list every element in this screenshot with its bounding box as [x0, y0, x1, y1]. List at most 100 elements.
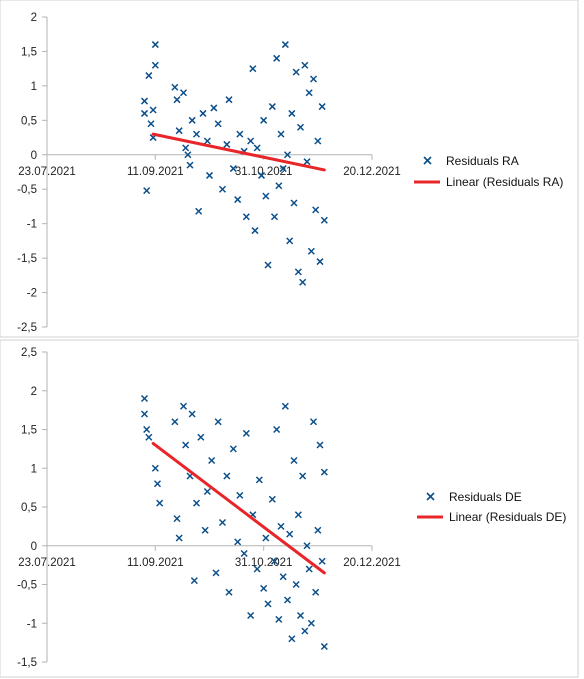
y-tick-label: -0,5	[17, 184, 37, 196]
data-point	[145, 72, 153, 80]
data-point	[309, 418, 318, 426]
data-point	[175, 127, 183, 135]
data-point	[218, 518, 227, 527]
data-point	[283, 151, 292, 159]
data-point	[143, 425, 151, 434]
data-point	[286, 237, 294, 245]
y-tick-label: -1	[27, 219, 37, 231]
legend-label-linear-ra: Linear (Residuals RA)	[446, 175, 563, 189]
data-point	[255, 476, 263, 484]
data-point	[242, 429, 250, 437]
data-point	[203, 137, 211, 145]
data-point	[203, 487, 211, 496]
data-point	[212, 569, 220, 577]
data-point	[140, 97, 149, 105]
data-point	[225, 96, 233, 104]
data-point	[151, 41, 159, 49]
data-point	[151, 61, 159, 69]
data-point	[286, 530, 294, 538]
data-point	[303, 158, 311, 166]
data-point	[309, 75, 318, 83]
legend-label-residuals-ra: Residuals RA	[446, 154, 519, 168]
data-point	[234, 196, 242, 204]
data-point	[279, 573, 287, 581]
data-point	[182, 441, 190, 449]
data-point	[218, 185, 227, 193]
y-tick-label: 1	[31, 81, 37, 93]
data-point	[312, 588, 320, 596]
data-point	[214, 418, 222, 426]
data-point	[205, 171, 214, 179]
data-point	[225, 588, 233, 596]
data-point	[283, 596, 292, 604]
data-point	[192, 499, 201, 507]
data-point	[264, 600, 272, 608]
data-point	[314, 526, 322, 534]
data-point	[275, 615, 283, 623]
data-point	[151, 464, 159, 472]
y-tick-label: -2	[27, 288, 37, 300]
data-point	[320, 642, 328, 651]
data-point	[288, 109, 296, 117]
data-point	[262, 534, 270, 542]
data-point	[268, 495, 276, 503]
trend-line	[151, 441, 326, 575]
data-point	[307, 619, 315, 627]
data-point	[140, 394, 149, 403]
data-point	[240, 549, 248, 558]
data-point	[275, 182, 283, 190]
data-point	[273, 54, 281, 62]
data-point	[251, 227, 259, 235]
data-point	[253, 565, 261, 573]
data-point	[290, 199, 298, 207]
trend-line	[151, 132, 326, 172]
y-tick-labels: 2,5 2 1,5 1 0,5 0 -0,5 -1 -1,5	[17, 347, 47, 669]
legend: Residuals DE Linear (Residuals DE)	[417, 490, 566, 524]
data-point	[223, 472, 231, 480]
data-point	[184, 151, 192, 159]
data-points	[140, 41, 328, 286]
data-point	[140, 109, 149, 117]
chart-frame	[0, 339, 579, 678]
trend-line-segment	[151, 441, 326, 575]
data-point	[234, 538, 242, 546]
y-tick-label: -1,5	[17, 253, 37, 265]
data-point	[318, 103, 326, 111]
data-point	[312, 206, 320, 214]
data-point	[277, 522, 285, 530]
data-point	[171, 83, 179, 91]
data-point	[249, 65, 257, 73]
data-point	[279, 165, 287, 173]
data-point	[260, 116, 268, 124]
data-point	[247, 137, 255, 145]
data-point	[195, 207, 203, 215]
data-point	[294, 268, 302, 276]
data-point	[173, 96, 181, 104]
x-tick-label: 31.10.2021	[235, 557, 293, 569]
data-point	[292, 580, 300, 589]
data-point	[156, 499, 164, 507]
data-point	[182, 144, 190, 152]
residuals-de-chart: 2,5 2 1,5 1 0,5 0 -0,5 -1 -1,5 23.07.2021 11.09.2…	[0, 339, 579, 678]
y-tick-label: 1	[31, 463, 37, 475]
y-tick-label: 0	[31, 150, 37, 162]
data-point	[236, 130, 244, 138]
y-tick-labels: 2 1,5 1 0,5 0 -0,5 -1 -1,5 -2 -2,5	[17, 12, 47, 334]
data-point	[145, 433, 153, 441]
data-point	[229, 445, 237, 453]
data-point	[190, 577, 198, 585]
x-tick-label: 11.09.2021	[127, 557, 184, 569]
data-point	[290, 456, 298, 465]
data-point	[175, 534, 183, 542]
data-point	[229, 165, 237, 173]
data-points	[140, 394, 328, 651]
legend-marker-icon	[426, 492, 435, 501]
y-tick-label: 0,5	[21, 115, 37, 127]
y-tick-label: -1	[27, 618, 37, 630]
y-tick-label: 1,5	[21, 46, 37, 58]
data-point	[320, 468, 328, 476]
data-point	[270, 557, 279, 565]
data-point	[281, 41, 289, 49]
y-tick-label: -1,5	[17, 657, 37, 669]
